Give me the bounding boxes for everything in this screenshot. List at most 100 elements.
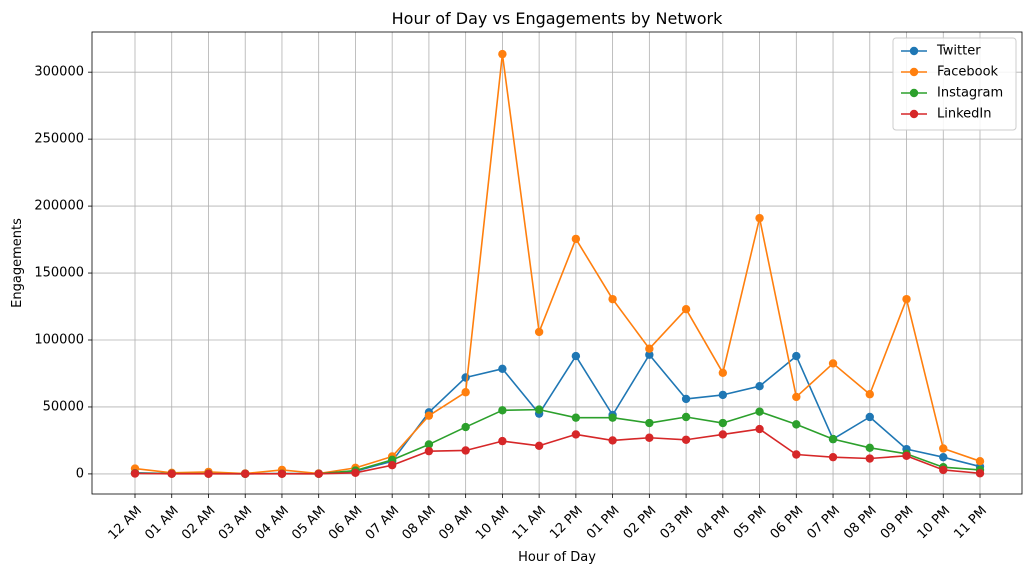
facebook-point — [755, 213, 764, 223]
linkedin-point — [461, 446, 470, 455]
instagram-point — [755, 407, 764, 416]
facebook-point — [571, 234, 581, 244]
instagram-point — [534, 405, 544, 414]
series-instagram — [130, 405, 985, 478]
x-tick-label: 03 AM — [216, 503, 255, 542]
legend-label: Facebook — [937, 65, 999, 80]
instagram-point — [828, 434, 838, 444]
legend-label: Twitter — [936, 44, 981, 59]
x-tick-label: 09 AM — [436, 503, 475, 542]
x-tick-label: 05 AM — [289, 503, 328, 542]
facebook-line — [134, 53, 981, 475]
legend-label: LinkedIn — [937, 107, 991, 122]
facebook-point — [534, 327, 544, 337]
facebook-point — [975, 456, 985, 466]
linkedin-point — [718, 430, 728, 439]
twitter-point — [792, 351, 801, 361]
linkedin-point — [277, 469, 287, 478]
x-tick-label: 04 AM — [253, 503, 292, 542]
instagram-point — [571, 413, 581, 422]
linkedin-point — [351, 468, 360, 478]
twitter-point — [865, 412, 874, 422]
y-tick-label: 0 — [76, 466, 84, 481]
legend-marker — [909, 109, 919, 119]
x-tick-label: 11 PM — [951, 503, 990, 542]
legend: Twitter Facebook Instagram LinkedIn — [892, 37, 1017, 131]
y-tick-label: 100000 — [34, 333, 84, 348]
instagram-point — [718, 418, 728, 428]
twitter-point — [718, 390, 728, 400]
instagram-point — [608, 413, 617, 422]
facebook-point — [608, 294, 617, 304]
chart-title: Hour of Day vs Engagements by Network — [392, 9, 723, 28]
y-tick-label: 300000 — [34, 65, 84, 80]
x-tick-label: 12 PM — [547, 503, 586, 542]
y-tick-label: 200000 — [34, 199, 84, 214]
y-axis-title: Engagements — [10, 218, 25, 308]
linkedin-point — [792, 450, 801, 459]
facebook-point — [498, 49, 507, 59]
x-tick-label: 07 AM — [363, 503, 402, 542]
y-tick-label: 250000 — [34, 132, 84, 147]
legend-label: Instagram — [937, 86, 1003, 101]
linkedin-point — [534, 441, 544, 450]
instagram-point — [865, 443, 874, 452]
linkedin-point — [975, 469, 985, 478]
linkedin-point — [204, 469, 213, 478]
linkedin-point — [387, 461, 397, 470]
x-tick-label: 08 AM — [400, 503, 439, 542]
x-tick-label: 11 AM — [510, 503, 549, 542]
linkedin-point — [314, 469, 323, 478]
facebook-point — [681, 305, 691, 314]
x-tick-label: 12 AM — [106, 503, 145, 542]
series-group — [130, 49, 985, 478]
linkedin-point — [167, 469, 176, 478]
linkedin-line — [134, 428, 981, 475]
linkedin-point — [130, 469, 140, 478]
instagram-point — [498, 406, 507, 415]
facebook-point — [645, 344, 654, 353]
legend-marker — [909, 67, 919, 77]
legend-marker — [909, 46, 919, 56]
linkedin-point — [939, 465, 948, 475]
x-tick-label: 07 PM — [804, 503, 843, 542]
linkedin-point — [865, 454, 874, 463]
instagram-point — [792, 420, 801, 429]
x-tick-label: 10 AM — [473, 503, 512, 542]
linkedin-point — [424, 446, 434, 456]
linkedin-point — [241, 469, 250, 478]
facebook-point — [939, 444, 948, 453]
linkedin-point — [755, 424, 764, 434]
legend-marker — [909, 88, 919, 98]
instagram-point — [424, 440, 434, 449]
facebook-point — [718, 368, 728, 378]
x-tick-label: 10 PM — [915, 503, 954, 542]
twitter-point — [571, 351, 581, 361]
x-tick-label: 01 AM — [142, 503, 181, 542]
linkedin-point — [902, 451, 911, 461]
facebook-point — [828, 359, 838, 368]
x-tick-label: 09 PM — [878, 503, 917, 542]
twitter-point — [645, 350, 654, 359]
instagram-point — [645, 418, 654, 428]
legend-box — [892, 37, 1017, 131]
x-tick-label: 08 PM — [841, 503, 880, 542]
linkedin-point — [645, 433, 654, 442]
twitter-point — [755, 382, 764, 391]
x-tick-label: 05 PM — [731, 503, 770, 542]
plot-frame — [91, 31, 1023, 495]
x-tick-label: 02 PM — [621, 503, 660, 542]
x-tick-label: 06 AM — [326, 503, 365, 542]
facebook-point — [792, 392, 801, 402]
twitter-point — [498, 364, 507, 373]
facebook-point — [902, 294, 911, 304]
facebook-point — [461, 388, 470, 397]
legend-entry-linkedin: LinkedIn — [901, 107, 991, 122]
x-tick-label: 04 PM — [694, 503, 733, 542]
twitter-point — [461, 373, 470, 382]
facebook-point — [865, 390, 874, 399]
facebook-point — [424, 411, 434, 420]
